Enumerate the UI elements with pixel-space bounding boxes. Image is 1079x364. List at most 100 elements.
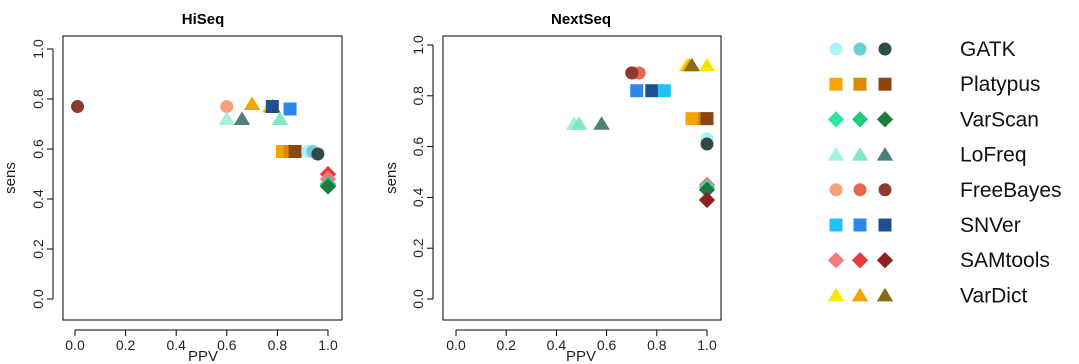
x-tick-label: 0.0 xyxy=(65,337,85,353)
legend-marker-circle xyxy=(878,183,892,197)
y-tick-label: 0.0 xyxy=(30,289,46,309)
x-axis: 0.0 0.2 0.4 0.6 0.8 1.0 xyxy=(65,329,338,353)
y-tick-label: 0.8 xyxy=(30,89,46,109)
legend-entry-lofreq: LoFreq xyxy=(827,144,1027,167)
legend-entry-samtools: SAMtools xyxy=(827,249,1050,272)
x-tick-label: 0.2 xyxy=(116,337,136,353)
point-snver xyxy=(265,100,279,113)
x-tick-label: 0.6 xyxy=(597,337,617,353)
legend-marker-diamond xyxy=(876,111,894,128)
y-tick-label: 0.8 xyxy=(410,86,426,106)
legend-marker-diamond xyxy=(851,111,869,128)
legend-marker-diamond xyxy=(876,252,894,269)
y-axis-label: sens xyxy=(2,162,19,194)
legend-label: GATK xyxy=(960,38,1016,61)
legend-entry-vardict: VarDict xyxy=(827,284,1027,307)
x-tick-label: 0.8 xyxy=(647,337,667,353)
data-points xyxy=(71,96,337,195)
point-gatk xyxy=(311,147,325,161)
panel-nextseq: NextSeq PPV sens 0.0 0.2 0.4 0.6 0.8 1.0 0.00… xyxy=(383,11,722,364)
y-tick-label: 1.0 xyxy=(410,35,426,55)
legend-marker-square xyxy=(878,77,892,91)
point-lofreq xyxy=(570,116,588,130)
x-tick-label: 0.8 xyxy=(268,337,288,353)
legend-label: Platypus xyxy=(960,73,1041,96)
legend-marker-circle xyxy=(853,42,867,56)
point-vardict xyxy=(683,57,701,72)
chart-title: NextSeq xyxy=(551,11,611,28)
legend-entry-varscan: VarScan xyxy=(827,108,1039,131)
legend-label: SAMtools xyxy=(960,249,1050,272)
legend-marker-triangle xyxy=(851,147,869,161)
legend-marker-circle xyxy=(853,183,867,197)
legend-marker-square xyxy=(829,77,843,91)
point-vardict xyxy=(243,96,261,110)
x-axis-label: PPV xyxy=(188,348,218,364)
point-freebayes xyxy=(71,100,85,113)
legend-marker-circle xyxy=(829,183,843,197)
point-vardict xyxy=(698,57,716,72)
y-axis: 0.0 0.2 0.4 0.6 0.8 1.0 xyxy=(410,35,434,309)
legend-marker-square xyxy=(878,218,892,232)
point-snver xyxy=(645,84,659,98)
point-lofreq xyxy=(271,111,289,125)
point-snver xyxy=(283,102,297,116)
point-lofreq xyxy=(218,111,236,125)
legend-marker-diamond xyxy=(851,252,869,269)
x-tick-label: 1.0 xyxy=(318,337,338,353)
legend-label: VarScan xyxy=(960,108,1039,131)
x-tick-label: 0.2 xyxy=(496,337,516,353)
legend-marker-triangle xyxy=(876,287,894,302)
point-varscan xyxy=(698,181,716,198)
point-platypus xyxy=(288,145,302,158)
x-tick-label: 0.6 xyxy=(217,337,237,353)
point-freebayes xyxy=(625,66,639,80)
y-tick-label: 0.4 xyxy=(410,187,426,207)
x-axis: 0.0 0.2 0.4 0.6 0.8 1.0 xyxy=(446,329,717,353)
x-tick-label: 0.0 xyxy=(446,337,466,353)
legend-entry-snver: SNVer xyxy=(829,214,1021,237)
point-varscan xyxy=(319,178,337,195)
legend-label: LoFreq xyxy=(960,144,1027,167)
legend-marker-triangle xyxy=(827,147,845,161)
x-tick-label: 1.0 xyxy=(697,337,717,353)
legend-marker-triangle xyxy=(851,287,869,302)
y-tick-label: 1.0 xyxy=(30,39,46,59)
legend-marker-circle xyxy=(829,42,843,56)
point-snver xyxy=(657,84,671,98)
point-freebayes xyxy=(220,100,234,113)
y-tick-label: 0.2 xyxy=(410,238,426,258)
y-tick-label: 0.2 xyxy=(30,239,46,259)
y-tick-label: 0.4 xyxy=(30,189,46,209)
legend-marker-diamond xyxy=(827,111,845,128)
y-axis: 0.0 0.2 0.4 0.6 0.8 1.0 xyxy=(30,39,54,309)
legend-marker-square xyxy=(853,77,867,91)
legend-marker-triangle xyxy=(827,287,845,302)
data-points xyxy=(565,57,716,209)
point-platypus xyxy=(700,112,714,126)
y-tick-label: 0.6 xyxy=(410,137,426,157)
panel-hiseq: HiSeq PPV sens 0.0 0.2 0.4 0.6 0.8 1.0 0.0 0.2… xyxy=(2,11,343,364)
x-tick-label: 0.4 xyxy=(166,337,186,353)
legend-marker-square xyxy=(853,218,867,232)
legend-entry-gatk: GATK xyxy=(829,38,1016,61)
legend-marker-circle xyxy=(878,42,892,56)
legend: GATK Platypus VarScan LoFreq FreeBayes SNVer S… xyxy=(827,38,1062,307)
legend-label: SNVer xyxy=(960,214,1021,237)
y-axis-label: sens xyxy=(383,162,400,194)
legend-entry-freebayes: FreeBayes xyxy=(829,179,1062,202)
point-lofreq xyxy=(593,116,610,130)
legend-marker-triangle xyxy=(876,147,894,161)
x-axis-label: PPV xyxy=(566,348,596,364)
legend-marker-diamond xyxy=(827,252,845,269)
point-samtools xyxy=(698,191,716,209)
plot-frame xyxy=(442,35,722,321)
legend-marker-square xyxy=(829,218,843,232)
plot-frame xyxy=(62,35,343,321)
legend-label: FreeBayes xyxy=(960,179,1062,202)
point-lofreq xyxy=(233,111,251,125)
point-gatk xyxy=(700,137,714,151)
y-tick-label: 0.0 xyxy=(410,289,426,309)
legend-label: VarDict xyxy=(960,284,1027,307)
